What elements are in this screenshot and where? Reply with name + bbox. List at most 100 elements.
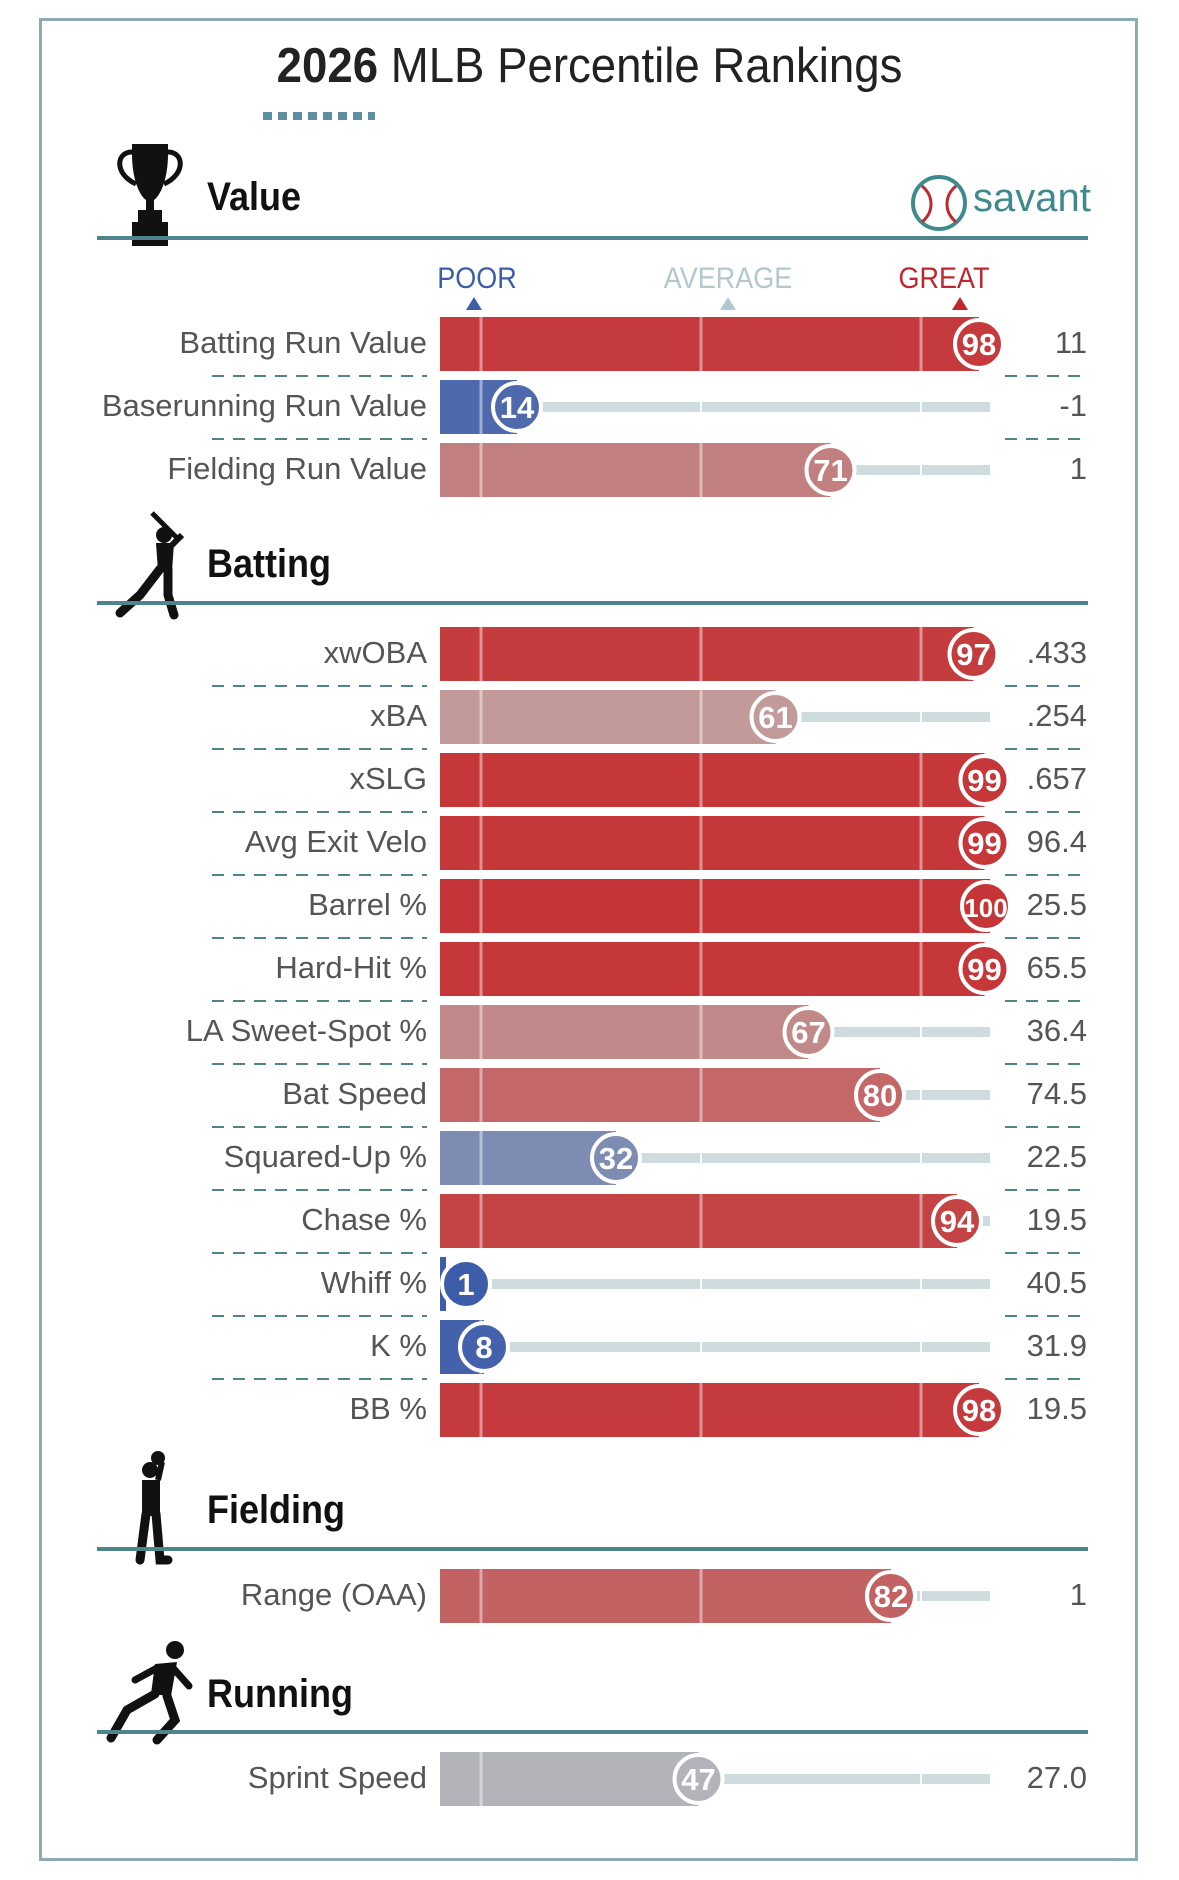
row-separator (212, 937, 427, 939)
bar-track (440, 1279, 990, 1289)
percentile-bar (440, 1752, 699, 1806)
percentile-marker (804, 444, 857, 496)
scale-average-marker (720, 297, 736, 310)
row-separator (1005, 375, 1089, 377)
batter-icon (115, 511, 185, 620)
row-separator (212, 1378, 427, 1380)
row-separator (1005, 1315, 1089, 1317)
metric-value: .254 (1026, 698, 1087, 733)
percentile-marker (854, 1069, 906, 1121)
percentile-label: 99 (967, 763, 1001, 798)
row-separator (1005, 685, 1089, 687)
metric-name: Barrel % (308, 887, 427, 922)
percentile-bar (440, 753, 985, 807)
section-divider (97, 236, 1088, 240)
row-separator (212, 1126, 427, 1128)
percentile-bar (440, 1068, 880, 1122)
percentile-label: 100 (964, 893, 1007, 923)
percentile-label: 71 (813, 453, 847, 488)
metric-name: Squared-Up % (223, 1139, 427, 1174)
metric-value: 96.4 (1026, 824, 1087, 859)
metric-value: 11 (1054, 325, 1087, 360)
savant-baseball-icon (911, 175, 967, 231)
metric-value: 1 (1069, 451, 1087, 486)
scale-great-label: GREAT (898, 262, 990, 295)
metric-name: xwOBA (323, 635, 427, 670)
percentile-bar (440, 1131, 616, 1185)
scale-poor-marker (466, 297, 482, 310)
percentile-label: 94 (940, 1204, 975, 1239)
percentile-marker (672, 1753, 725, 1805)
metric-name: Chase % (301, 1202, 427, 1237)
row-separator (1005, 1189, 1089, 1191)
percentile-marker (440, 1258, 492, 1310)
row-separator (212, 874, 427, 876)
metric-value: 27.0 (1026, 1760, 1087, 1795)
metric-name: BB % (349, 1391, 427, 1426)
section-divider (97, 1547, 1088, 1551)
row-separator (1005, 748, 1089, 750)
metric-name: LA Sweet-Spot % (185, 1013, 427, 1048)
metric-name: xBA (370, 698, 427, 733)
metric-value: 19.5 (1026, 1391, 1087, 1426)
percentile-label: 1 (457, 1267, 474, 1302)
percentile-marker (947, 628, 1000, 680)
section-title-fielding: Fielding (207, 1488, 345, 1532)
percentile-bar (440, 627, 974, 681)
percentile-label: 47 (681, 1762, 715, 1797)
metric-value: 74.5 (1026, 1076, 1087, 1111)
savant-logo-text: savant (973, 176, 1091, 220)
metric-value: 65.5 (1026, 950, 1087, 985)
percentile-label: 82 (874, 1579, 908, 1614)
percentile-label: 98 (962, 327, 996, 362)
metric-name: Baserunning Run Value (101, 388, 427, 423)
percentile-bar (440, 1194, 957, 1248)
scale-poor-label: POOR (437, 262, 517, 295)
title-year: 2026 (276, 39, 379, 93)
percentile-label: 98 (962, 1393, 996, 1428)
row-separator (212, 438, 427, 440)
percentile-bar (440, 1005, 809, 1059)
percentile-marker (458, 1321, 510, 1373)
percentile-bar (440, 1383, 979, 1437)
metric-value: 36.4 (1026, 1013, 1087, 1048)
percentile-marker (958, 754, 1011, 806)
section-title-batting: Batting (207, 542, 331, 586)
bar-track (440, 402, 990, 412)
percentile-marker (491, 381, 543, 433)
row-separator (1005, 1126, 1089, 1128)
percentile-marker (865, 1570, 917, 1622)
percentile-marker (931, 1195, 983, 1247)
section-title-running: Running (207, 1672, 353, 1716)
percentile-marker (953, 318, 1005, 370)
row-separator (212, 1252, 427, 1254)
row-separator (1005, 811, 1089, 813)
percentile-label: 61 (758, 700, 792, 735)
percentile-bar (440, 317, 979, 371)
bar-track (440, 1153, 990, 1163)
percentile-label: 99 (967, 826, 1001, 861)
row-separator (212, 1189, 427, 1191)
percentile-marker (958, 943, 1011, 995)
metric-name: Range (OAA) (240, 1577, 427, 1612)
chart-frame (39, 18, 1138, 1861)
section-title-value: Value (207, 175, 302, 219)
metric-name: Fielding Run Value (167, 451, 427, 486)
percentile-bar (440, 816, 985, 870)
percentile-label: 99 (967, 952, 1001, 987)
percentile-marker (749, 691, 802, 743)
percentile-bar (440, 690, 776, 744)
metric-name: Hard-Hit % (275, 950, 427, 985)
row-separator (212, 1063, 427, 1065)
row-separator (212, 1315, 427, 1317)
title-underline (263, 112, 375, 120)
percentile-marker (953, 1384, 1005, 1436)
scale-average-label: AVERAGE (663, 262, 793, 295)
row-separator (1005, 1252, 1089, 1254)
row-separator (1005, 1378, 1089, 1380)
row-separator (212, 748, 427, 750)
row-separator (1005, 874, 1089, 876)
metric-value: 31.9 (1026, 1328, 1087, 1363)
percentile-bar (440, 942, 985, 996)
percentile-label: 8 (475, 1330, 492, 1365)
